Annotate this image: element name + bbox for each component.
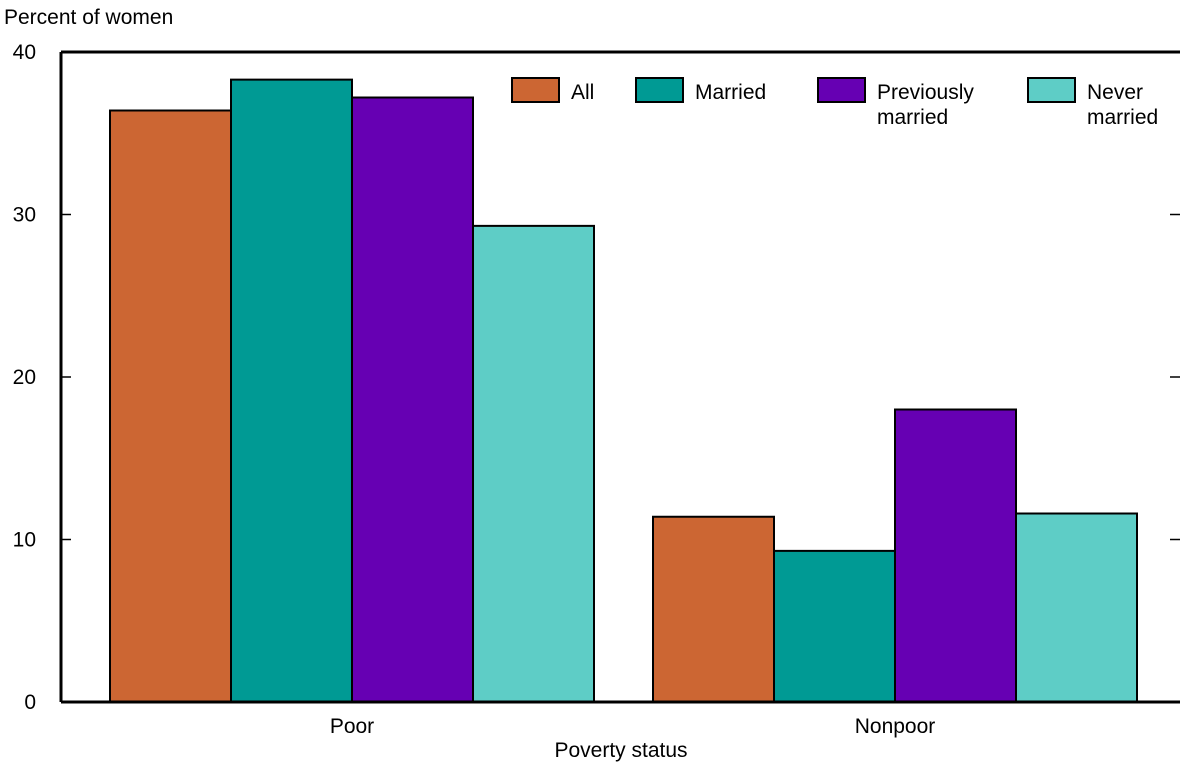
- bar-nonpoor-married: [773, 549, 896, 703]
- x-tick-label: Poor: [330, 715, 374, 738]
- y-tick-label: 40: [13, 41, 36, 64]
- legend-label-married: Married: [695, 81, 766, 104]
- x-tick-label: Nonpoor: [855, 715, 936, 738]
- x-axis-label: Poverty status: [554, 739, 687, 762]
- bar-nonpoor-all: [652, 515, 775, 703]
- legend-swatch-never-married: [1027, 77, 1076, 103]
- bar-poor-previously-married: [351, 96, 474, 703]
- x-labels-group: Poor Nonpoor: [330, 715, 935, 738]
- y-axis-label: Percent of women: [4, 6, 173, 29]
- legend-swatch-previously-married: [817, 77, 866, 103]
- y-tick-label: 30: [13, 204, 36, 227]
- bar-poor-married: [230, 78, 353, 703]
- legend-label-never-married: Never married: [1087, 81, 1158, 129]
- bars-group: [109, 78, 1138, 703]
- legend-swatch-married: [635, 77, 684, 103]
- legend: All Married Previously married Never married: [511, 77, 1158, 129]
- bar-nonpoor-previously-married: [894, 408, 1017, 703]
- bar-poor-never-married: [472, 224, 595, 703]
- y-tick-label: 10: [13, 529, 36, 552]
- y-tick-label: 0: [24, 691, 36, 714]
- bar-poor-all: [109, 109, 232, 703]
- legend-swatch-all: [511, 77, 560, 103]
- y-ticks-group: 0 10 20 30 40: [13, 41, 1180, 714]
- legend-label-previously-married: Previously married: [877, 81, 974, 129]
- legend-label-all: All: [571, 81, 594, 104]
- y-tick-label: 20: [13, 366, 36, 389]
- bar-nonpoor-never-married: [1015, 512, 1138, 703]
